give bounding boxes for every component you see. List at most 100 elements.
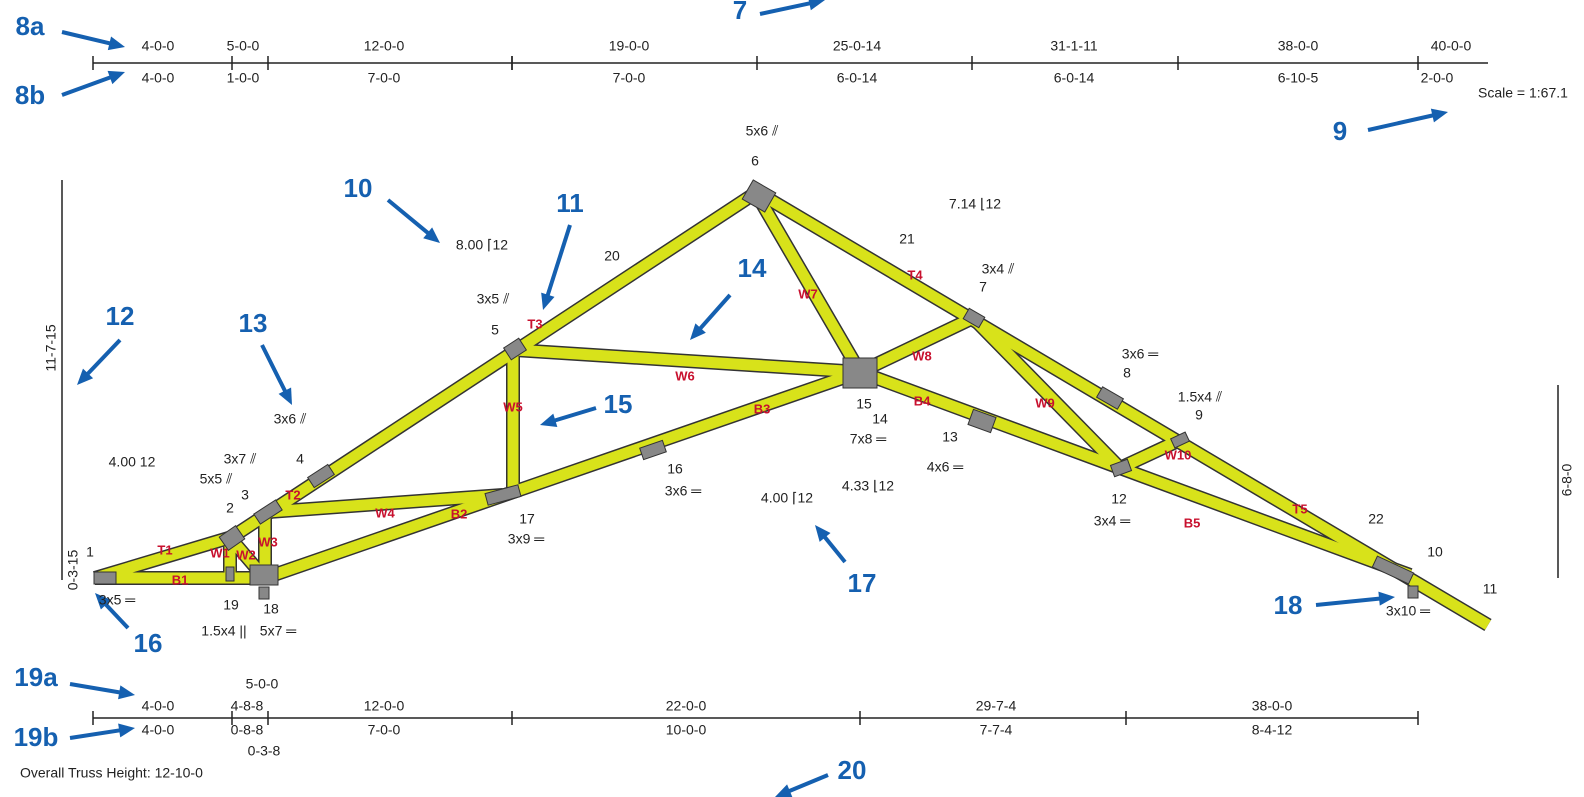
plate <box>1095 386 1125 410</box>
joint-number: 10 <box>1427 544 1443 560</box>
pitch: 8.00 ⌈12 <box>456 237 508 253</box>
member <box>1117 435 1183 473</box>
callout: 8a <box>16 11 45 41</box>
member-label: W10 <box>1165 447 1192 462</box>
plate-size: 5x7 ═ <box>260 623 296 639</box>
plate <box>253 499 283 525</box>
callout: 19b <box>14 722 59 752</box>
callout: 16 <box>134 628 163 658</box>
plate-size: 3x4 ⫽ <box>982 261 1015 277</box>
joint-number: 6 <box>751 153 759 169</box>
member-label: W4 <box>375 505 395 520</box>
callout: 10 <box>344 173 373 203</box>
callout-arrow <box>1367 112 1437 132</box>
height-dimension: 0-3-15 <box>65 550 81 591</box>
plate <box>218 525 246 551</box>
member <box>1118 462 1412 581</box>
dimension: 25-0-14 <box>833 38 881 54</box>
member <box>93 531 234 584</box>
dimension: 2-0-0 <box>1421 70 1454 86</box>
plate <box>1109 458 1133 478</box>
plate-size: 1.5x4 ⫽ <box>1178 389 1223 405</box>
callout-arrow <box>61 30 114 47</box>
callout-arrow <box>260 344 289 396</box>
dimension: 31-1-11 <box>1050 38 1097 54</box>
plate <box>1371 555 1415 585</box>
plate-size: 3x6 ⫽ <box>274 411 307 427</box>
pitch: 4.00 ⌈12 <box>761 490 813 506</box>
member-label: B2 <box>451 506 468 521</box>
member <box>263 366 862 584</box>
dimension: 4-0-0 <box>142 698 175 714</box>
dimension: 10-0-0 <box>666 722 707 738</box>
joint-number: 11 <box>1483 581 1498 597</box>
callout: 17 <box>848 568 877 598</box>
plate-size: 3x5 ═ <box>99 592 135 608</box>
member-label: B3 <box>754 401 771 416</box>
plate-size: 5x5 ⫽ <box>200 471 233 487</box>
dimension: 38-0-0 <box>1278 38 1319 54</box>
plate <box>741 179 777 213</box>
joint-number: 22 <box>1368 511 1384 527</box>
joint-number: 20 <box>604 248 620 264</box>
member-label: T5 <box>1292 501 1307 516</box>
member-label: W1 <box>210 545 230 560</box>
arrow-head <box>775 784 793 797</box>
dimension: 7-7-4 <box>980 722 1013 738</box>
member <box>754 187 1491 630</box>
dimension-ticks <box>92 56 1419 725</box>
pitch: 4.00 12 <box>109 454 156 470</box>
joint-number: 13 <box>942 429 958 445</box>
callout-arrow <box>386 198 433 237</box>
callout-arrow <box>696 293 732 333</box>
arrow-head <box>808 0 825 11</box>
plate-size: 1.5x4 || <box>201 623 246 639</box>
arrow-head <box>107 36 125 51</box>
member-label: W8 <box>912 348 932 363</box>
plate <box>962 307 986 329</box>
dimension: 0-3-8 <box>248 743 281 759</box>
plate <box>484 484 522 506</box>
callout: 9 <box>1333 116 1347 146</box>
arrow-head <box>107 70 125 85</box>
arrow-head <box>541 292 555 310</box>
dimension: 40-0-0 <box>1431 38 1472 54</box>
callout-arrow <box>821 533 847 564</box>
arrow-head <box>1430 108 1448 123</box>
plate-size: 3x6 ═ <box>665 483 701 499</box>
joint-number: 2 <box>226 500 234 516</box>
plate <box>1169 431 1191 449</box>
callout-arrow <box>69 682 124 695</box>
arrow-head <box>423 227 440 243</box>
overall-height: Overall Truss Height: 12-10-0 <box>20 765 203 781</box>
callout-arrow <box>550 406 597 424</box>
dimension: 8-4-12 <box>1252 722 1293 738</box>
plate-size: 7x8 ═ <box>850 431 886 447</box>
dimension: 29-7-4 <box>976 698 1017 714</box>
callout: 7 <box>733 0 747 25</box>
callout: 20 <box>838 755 867 785</box>
plate-size: 3x9 ═ <box>508 531 544 547</box>
plate <box>639 439 667 461</box>
member <box>752 192 865 375</box>
arrow-head <box>690 323 706 340</box>
joint-number: 19 <box>223 597 239 613</box>
plate <box>967 408 997 434</box>
dimension: 22-0-0 <box>666 698 707 714</box>
joint-number: 5 <box>491 322 499 338</box>
dimension: 12-0-0 <box>364 698 405 714</box>
member-label: W5 <box>503 399 523 414</box>
joint-number: 12 <box>1111 491 1127 507</box>
dimension: 12-0-0 <box>364 38 405 54</box>
callout-arrow <box>101 600 130 630</box>
height-dimension: 6-8-0 <box>1559 463 1575 496</box>
arrow-head <box>118 723 135 738</box>
member-label: W2 <box>236 547 256 562</box>
callout-arrow <box>785 773 829 795</box>
member <box>969 314 1124 472</box>
member-label: T4 <box>907 267 923 282</box>
joint-number: 15 <box>856 396 872 412</box>
member-label: W7 <box>798 286 818 301</box>
plate-size: 3x6 ═ <box>1122 346 1158 362</box>
plate <box>225 566 235 582</box>
